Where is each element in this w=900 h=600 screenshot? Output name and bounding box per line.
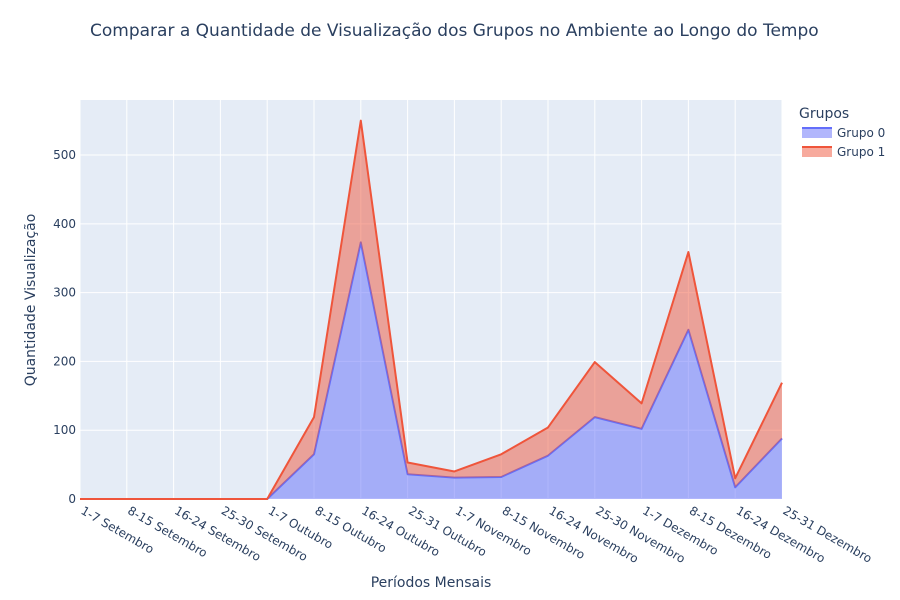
y-tick-label: 400 — [53, 217, 76, 231]
legend-label: Grupo 1 — [837, 145, 885, 159]
legend: Grupos Grupo 0 Grupo 1 — [799, 106, 885, 159]
y-axis-ticks: 0 100 200 300 400 500 — [53, 148, 76, 506]
y-tick-label: 500 — [53, 148, 76, 162]
chart-title: Comparar a Quantidade de Visualização do… — [90, 21, 819, 41]
legend-item[interactable]: Grupo 1 — [802, 145, 885, 159]
series-line — [80, 119, 783, 500]
y-axis-title: Quantidade Visualização — [23, 214, 39, 387]
legend-item[interactable]: Grupo 0 — [802, 126, 885, 140]
area-fill — [80, 120, 782, 499]
area-fill — [80, 242, 782, 499]
legend-swatch — [802, 147, 832, 157]
legend-title: Grupos — [799, 106, 849, 122]
area-series — [80, 119, 783, 500]
y-tick-label: 300 — [53, 286, 76, 300]
legend-items: Grupo 0 Grupo 1 — [802, 126, 885, 159]
x-axis-title: Períodos Mensais — [371, 575, 492, 591]
y-tick-label: 200 — [53, 354, 76, 368]
y-tick-label: 100 — [53, 423, 76, 437]
legend-swatch — [802, 128, 832, 138]
y-tick-label: 0 — [68, 492, 76, 506]
legend-label: Grupo 0 — [837, 126, 885, 140]
